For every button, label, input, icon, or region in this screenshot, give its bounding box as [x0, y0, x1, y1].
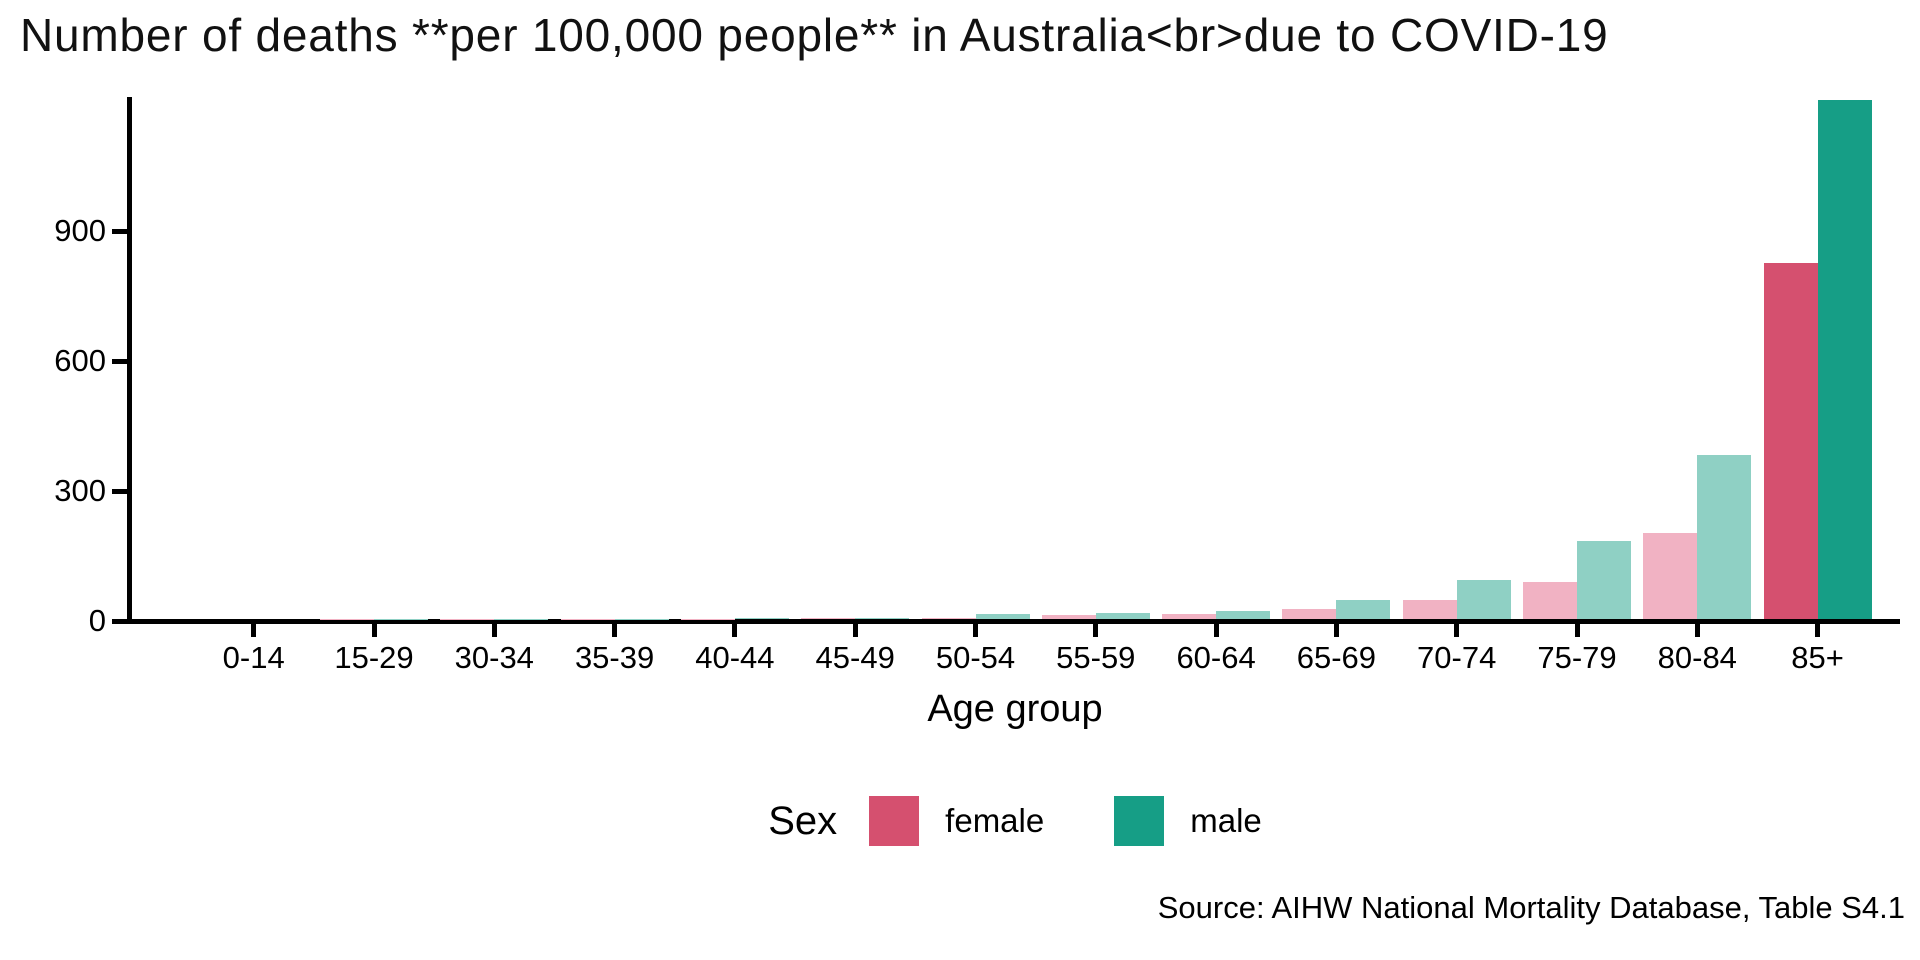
x-tick-label-75-79: 75-79: [1537, 640, 1617, 675]
x-tick-65-69: [1333, 624, 1339, 637]
bar-female-55-59: [1041, 615, 1096, 619]
x-tick-40-44: [732, 624, 738, 637]
x-tick-label-55-59: 55-59: [1056, 640, 1136, 675]
x-tick-30-34: [491, 624, 497, 637]
bar-male-80-84: [1697, 454, 1752, 619]
legend-key-male: [1114, 796, 1165, 846]
bar-female-85+: [1763, 262, 1818, 619]
x-tick-label-30-34: 30-34: [454, 640, 534, 675]
bar-female-75-79: [1523, 582, 1577, 619]
x-tick-label-80-84: 80-84: [1657, 640, 1737, 675]
y-tick-0: [112, 618, 130, 624]
x-tick-85+: [1815, 624, 1821, 637]
x-tick-70-74: [1454, 624, 1460, 637]
x-tick-label-60-64: 60-64: [1176, 640, 1256, 675]
y-tick-900: [112, 228, 130, 234]
bar-female-60-64: [1162, 614, 1217, 619]
y-tick-label-0: 0: [88, 603, 106, 638]
bar-female-65-69: [1282, 609, 1337, 619]
bar-male-85+: [1817, 99, 1872, 619]
x-tick-label-70-74: 70-74: [1417, 640, 1497, 675]
bar-female-80-84: [1643, 533, 1698, 619]
bar-male-65-69: [1336, 599, 1391, 619]
x-tick-45-49: [852, 624, 858, 637]
x-tick-label-50-54: 50-54: [935, 640, 1016, 675]
x-tick-60-64: [1213, 624, 1219, 637]
x-tick-label-45-49: 45-49: [815, 640, 895, 675]
bar-female-70-74: [1402, 599, 1457, 619]
bar-female-45-49: [801, 618, 856, 619]
bar-male-75-79: [1577, 541, 1631, 619]
source-caption: Source: AIHW National Mortality Database…: [1157, 890, 1905, 925]
legend-label-female: female: [945, 802, 1045, 839]
x-tick-0-14: [251, 624, 257, 637]
x-axis-title: Age group: [927, 688, 1103, 730]
bar-male-70-74: [1456, 580, 1511, 619]
x-tick-label-40-44: 40-44: [695, 640, 775, 675]
legend-title: Sex: [768, 798, 838, 843]
x-tick-label-85+: 85+: [1791, 640, 1844, 675]
bar-male-40-44: [734, 618, 789, 619]
legend-key-female: [869, 796, 920, 846]
chart-title: Number of deaths **per 100,000 people** …: [20, 9, 1609, 61]
bar-male-45-49: [855, 617, 910, 619]
y-tick-label-300: 300: [54, 473, 106, 509]
legend-label-male: male: [1190, 802, 1262, 839]
y-tick-600: [112, 358, 130, 364]
x-tick-label-65-69: 65-69: [1296, 640, 1377, 675]
bar-male-55-59: [1095, 612, 1150, 619]
x-tick-label-35-39: 35-39: [574, 640, 655, 675]
x-tick-75-79: [1574, 624, 1580, 637]
x-tick-80-84: [1694, 624, 1700, 637]
x-tick-label-0-14: 0-14: [222, 640, 285, 675]
bar-female-50-54: [921, 617, 976, 619]
x-tick-35-39: [612, 624, 618, 637]
x-tick-15-29: [371, 624, 377, 637]
x-tick-50-54: [973, 624, 978, 637]
legend: Sex female male: [130, 792, 1900, 850]
x-axis-line: [127, 619, 1900, 624]
y-tick-300: [112, 488, 130, 494]
bar-male-50-54: [975, 614, 1030, 619]
x-tick-55-59: [1093, 624, 1099, 637]
y-tick-label-600: 600: [54, 343, 106, 379]
x-tick-label-15-29: 15-29: [334, 640, 414, 675]
y-tick-label-900: 900: [54, 213, 106, 249]
bar-male-60-64: [1216, 611, 1271, 619]
